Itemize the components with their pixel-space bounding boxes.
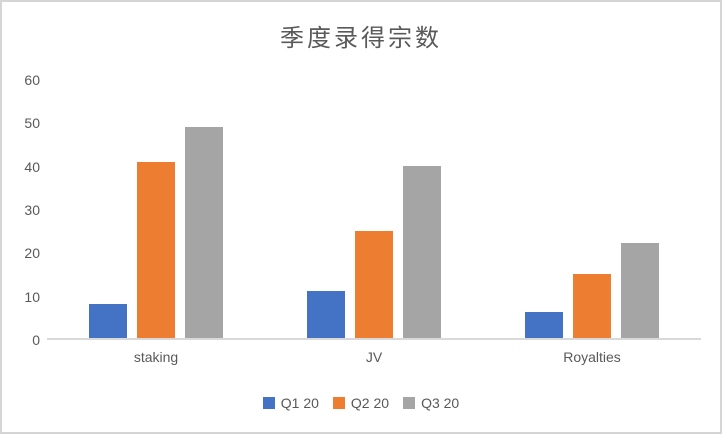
bar-q3-20-jv — [403, 166, 441, 338]
y-tick-label-10: 10 — [24, 288, 40, 305]
bar-q2-20-staking — [137, 161, 175, 338]
y-tick-label-30: 30 — [24, 202, 40, 218]
legend: Q1 20 Q2 20 Q3 20 — [2, 395, 720, 411]
bar-q1-20-jv — [307, 290, 345, 338]
bar-q1-20-staking — [89, 303, 127, 338]
bar-group-staking — [47, 80, 265, 338]
legend-item-q3-20: Q3 20 — [403, 395, 459, 411]
x-axis: staking JV Royalties — [47, 349, 701, 365]
y-tick-label-0: 0 — [32, 332, 40, 348]
y-tick-label-20: 20 — [24, 245, 40, 262]
bar-q2-20-jv — [355, 230, 393, 338]
bar-group-jv — [265, 80, 483, 338]
legend-swatch-q1-20 — [262, 397, 275, 409]
legend-item-q1-20: Q1 20 — [262, 395, 319, 411]
bar-q3-20-staking — [185, 127, 223, 338]
legend-label-q1-20: Q1 20 — [280, 395, 319, 411]
legend-label-q3-20: Q3 20 — [421, 395, 460, 411]
plot-area — [47, 80, 701, 340]
bar-q2-20-royalties — [573, 273, 611, 338]
y-tick-label-60: 60 — [24, 72, 40, 88]
bar-q1-20-royalties — [525, 312, 563, 338]
legend-item-q2-20: Q2 20 — [332, 395, 390, 411]
legend-swatch-q3-20 — [403, 397, 416, 409]
legend-swatch-q2-20 — [332, 397, 345, 409]
y-tick-label-50: 50 — [24, 115, 40, 132]
bar-q3-20-royalties — [621, 243, 659, 338]
x-axis-label-jv: JV — [365, 349, 383, 365]
chart-title: 季度录得宗数 — [280, 25, 442, 52]
x-axis-label-staking: staking — [133, 349, 179, 365]
x-axis-label-royalties: Royalties — [563, 349, 621, 365]
bar-group-royalties — [483, 80, 701, 338]
y-tick-label-40: 40 — [24, 158, 40, 175]
y-axis: 0 10 20 30 40 50 60 — [2, 73, 40, 347]
legend-label-q2-20: Q2 20 — [350, 395, 390, 411]
